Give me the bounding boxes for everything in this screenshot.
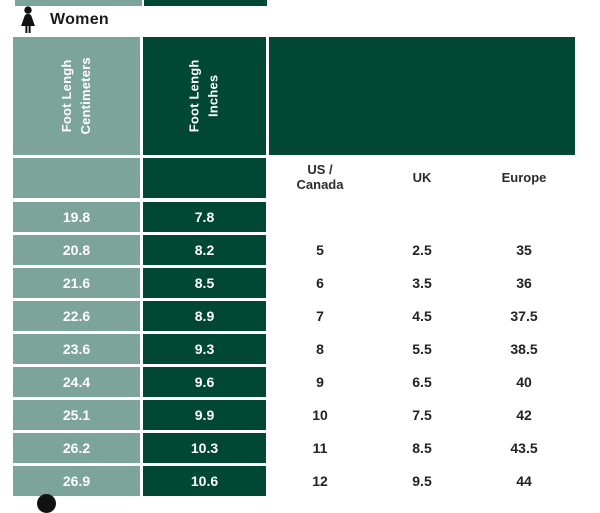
cell-cm: 23.6 bbox=[13, 334, 140, 364]
cell-europe: 40 bbox=[516, 374, 532, 390]
cell-us-canada: 6 bbox=[316, 275, 324, 291]
cell-europe: 38.5 bbox=[510, 341, 538, 357]
section-header: Women bbox=[16, 5, 109, 35]
cell-inches: 8.9 bbox=[143, 301, 266, 331]
cell-us-canada bbox=[269, 202, 371, 232]
region-label-row: US / Canada UK Europe bbox=[13, 158, 575, 198]
cell-inches: 9.6 bbox=[143, 367, 266, 397]
cell-uk: 3.5 bbox=[412, 275, 432, 291]
cell-uk: 2.5 bbox=[412, 242, 432, 258]
header-sizes-block bbox=[269, 37, 575, 155]
cell-uk: 8.5 bbox=[412, 440, 432, 456]
cell-europe: 42 bbox=[516, 407, 532, 423]
cell-inches: 7.8 bbox=[143, 202, 266, 232]
cell-inches: 10.3 bbox=[143, 433, 266, 463]
cell-europe bbox=[473, 202, 575, 232]
table-row: 24.4 9.6 9 6.5 40 bbox=[13, 367, 575, 397]
header-foot-length-inches-label: Foot Lengh Inches bbox=[186, 59, 221, 133]
header-foot-length-inches: Foot Lengh Inches bbox=[143, 37, 266, 155]
cell-inches: 8.5 bbox=[143, 268, 266, 298]
table-row: 20.8 8.2 5 2.5 35 bbox=[13, 235, 575, 265]
cell-europe: 44 bbox=[516, 473, 532, 489]
cell-us-canada: 5 bbox=[316, 242, 324, 258]
cell-uk: 5.5 bbox=[412, 341, 432, 357]
cell-inches: 8.2 bbox=[143, 235, 266, 265]
table-row: 23.6 9.3 8 5.5 38.5 bbox=[13, 334, 575, 364]
cell-uk: 4.5 bbox=[412, 308, 432, 324]
next-section-pictogram-head-icon bbox=[37, 494, 56, 513]
table-row: 21.6 8.5 6 3.5 36 bbox=[13, 268, 575, 298]
cell-uk: 7.5 bbox=[412, 407, 432, 423]
cell-cm: 24.4 bbox=[13, 367, 140, 397]
empty-cell-inches bbox=[143, 158, 266, 198]
cell-europe: 37.5 bbox=[510, 308, 538, 324]
table-row: 26.9 10.6 12 9.5 44 bbox=[13, 466, 575, 496]
cell-cm: 19.8 bbox=[13, 202, 140, 232]
cell-uk bbox=[371, 202, 473, 232]
cell-uk: 6.5 bbox=[412, 374, 432, 390]
cell-us-canada: 11 bbox=[312, 440, 328, 456]
section-title: Women bbox=[50, 11, 109, 28]
cell-us-canada: 9 bbox=[316, 374, 324, 390]
cell-cm: 20.8 bbox=[13, 235, 140, 265]
empty-cell-cm bbox=[13, 158, 140, 198]
cell-us-canada: 12 bbox=[312, 473, 328, 489]
cell-cm: 26.9 bbox=[13, 466, 140, 496]
cell-us-canada: 8 bbox=[316, 341, 324, 357]
cell-europe: 35 bbox=[516, 242, 532, 258]
column-label-europe: Europe bbox=[501, 169, 547, 185]
table-row: 25.1 9.9 10 7.5 42 bbox=[13, 400, 575, 430]
cropped-table-strip-dark bbox=[144, 0, 267, 6]
cropped-table-strip-light bbox=[15, 0, 142, 6]
cell-europe: 43.5 bbox=[510, 440, 538, 456]
cell-europe: 36 bbox=[516, 275, 532, 291]
cell-cm: 21.6 bbox=[13, 268, 140, 298]
cell-inches: 10.6 bbox=[143, 466, 266, 496]
column-label-us-canada: US / Canada bbox=[296, 162, 344, 192]
table-row: 22.6 8.9 7 4.5 37.5 bbox=[13, 301, 575, 331]
header-foot-length-cm-label: Foot Lengh Centimeters bbox=[58, 57, 93, 135]
cell-inches: 9.9 bbox=[143, 400, 266, 430]
cell-us-canada: 10 bbox=[312, 407, 328, 423]
cell-us-canada: 7 bbox=[316, 308, 324, 324]
table-row: 19.8 7.8 bbox=[13, 202, 575, 232]
cell-inches: 9.3 bbox=[143, 334, 266, 364]
cell-cm: 22.6 bbox=[13, 301, 140, 331]
column-label-uk: UK bbox=[412, 169, 432, 185]
header-foot-length-cm: Foot Lengh Centimeters bbox=[13, 37, 140, 155]
women-icon bbox=[21, 6, 35, 33]
cell-cm: 25.1 bbox=[13, 400, 140, 430]
cell-uk: 9.5 bbox=[412, 473, 432, 489]
table-row: 26.2 10.3 11 8.5 43.5 bbox=[13, 433, 575, 463]
cell-cm: 26.2 bbox=[13, 433, 140, 463]
